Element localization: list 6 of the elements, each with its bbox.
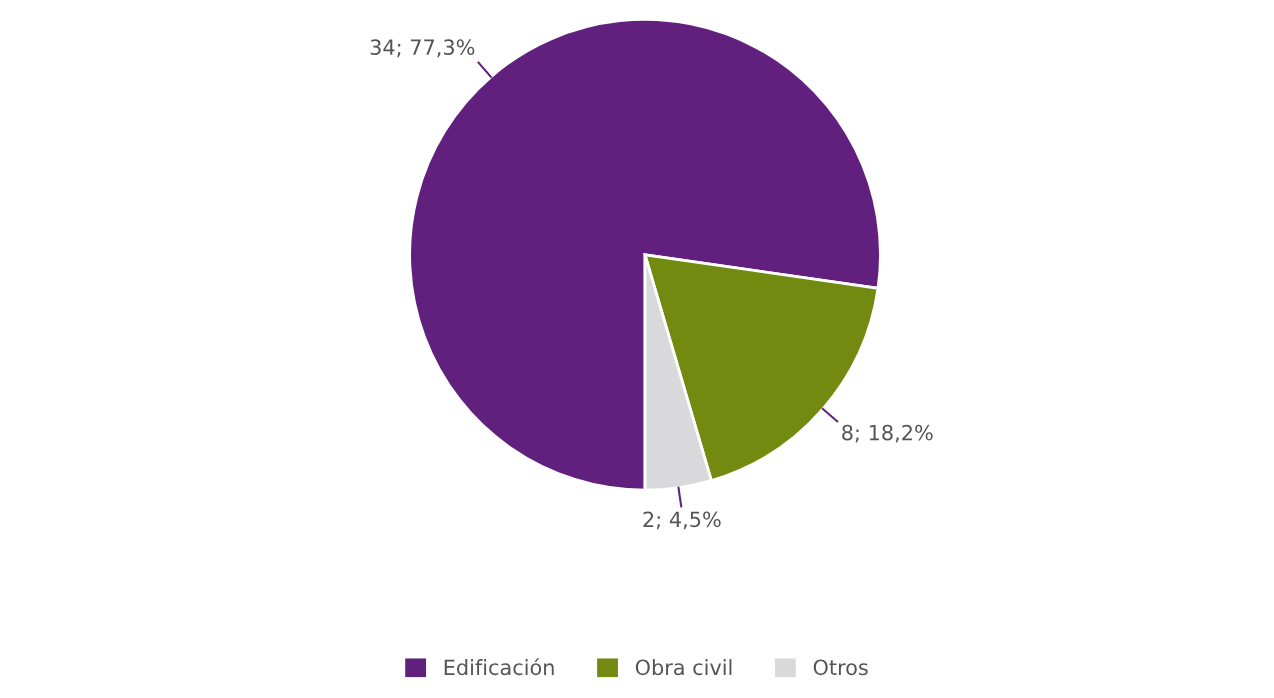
legend-label: Edificación — [444, 658, 554, 676]
data-label: 8; 18,2% — [842, 424, 933, 443]
data-label: 34; 77,3% — [370, 39, 475, 58]
data-label: 2; 4,5% — [643, 511, 721, 530]
legend-label: Otros — [813, 659, 868, 676]
legend-label: Obra civil — [635, 659, 732, 676]
